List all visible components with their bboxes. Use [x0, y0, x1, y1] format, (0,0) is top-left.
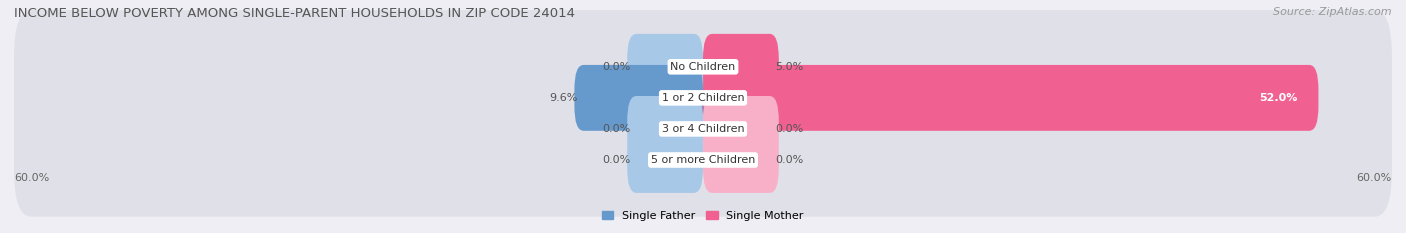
Text: 52.0%: 52.0%: [1260, 93, 1298, 103]
Text: 0.0%: 0.0%: [775, 124, 804, 134]
Text: 0.0%: 0.0%: [602, 62, 631, 72]
Legend: Single Father, Single Mother: Single Father, Single Mother: [602, 211, 804, 221]
Text: 0.0%: 0.0%: [602, 155, 631, 165]
FancyBboxPatch shape: [703, 127, 779, 193]
Text: INCOME BELOW POVERTY AMONG SINGLE-PARENT HOUSEHOLDS IN ZIP CODE 24014: INCOME BELOW POVERTY AMONG SINGLE-PARENT…: [14, 7, 575, 20]
Text: 3 or 4 Children: 3 or 4 Children: [662, 124, 744, 134]
Text: 1 or 2 Children: 1 or 2 Children: [662, 93, 744, 103]
Text: No Children: No Children: [671, 62, 735, 72]
Text: 60.0%: 60.0%: [1357, 173, 1392, 183]
Text: 60.0%: 60.0%: [14, 173, 49, 183]
FancyBboxPatch shape: [14, 10, 1392, 123]
FancyBboxPatch shape: [627, 127, 703, 193]
Text: 9.6%: 9.6%: [550, 93, 578, 103]
FancyBboxPatch shape: [703, 34, 779, 100]
FancyBboxPatch shape: [14, 103, 1392, 217]
Text: Source: ZipAtlas.com: Source: ZipAtlas.com: [1274, 7, 1392, 17]
FancyBboxPatch shape: [627, 34, 703, 100]
FancyBboxPatch shape: [627, 96, 703, 162]
Text: 0.0%: 0.0%: [775, 155, 804, 165]
Text: 5.0%: 5.0%: [775, 62, 804, 72]
FancyBboxPatch shape: [14, 72, 1392, 186]
FancyBboxPatch shape: [575, 65, 703, 131]
Text: 5 or more Children: 5 or more Children: [651, 155, 755, 165]
Text: 0.0%: 0.0%: [602, 124, 631, 134]
FancyBboxPatch shape: [703, 96, 779, 162]
FancyBboxPatch shape: [703, 65, 1319, 131]
FancyBboxPatch shape: [14, 41, 1392, 154]
